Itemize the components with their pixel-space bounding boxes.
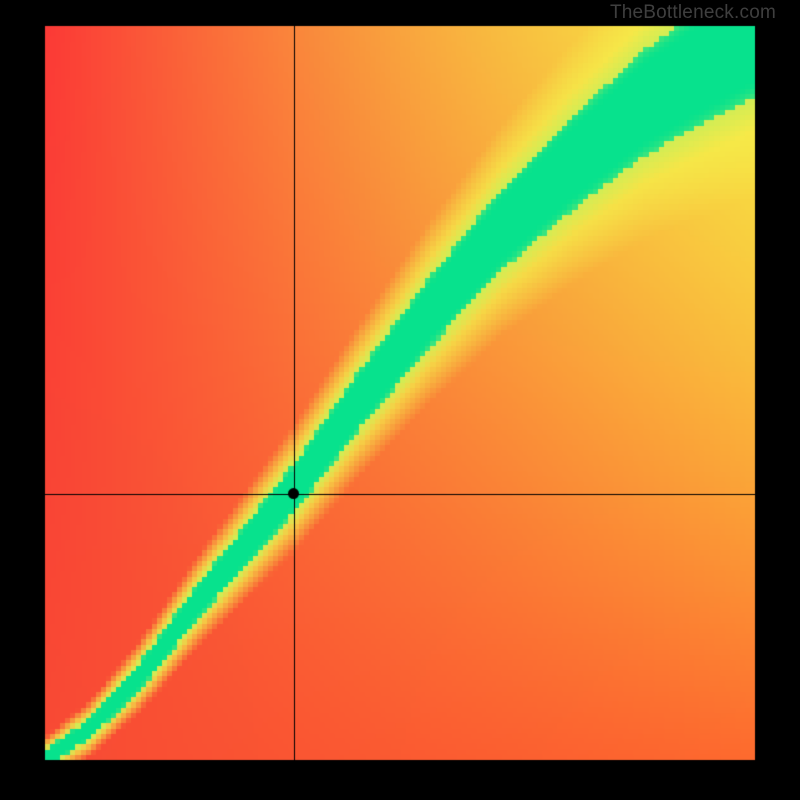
bottleneck-heatmap [0,0,800,800]
watermark-text: TheBottleneck.com [610,2,776,24]
chart-container: TheBottleneck.com [0,0,800,800]
